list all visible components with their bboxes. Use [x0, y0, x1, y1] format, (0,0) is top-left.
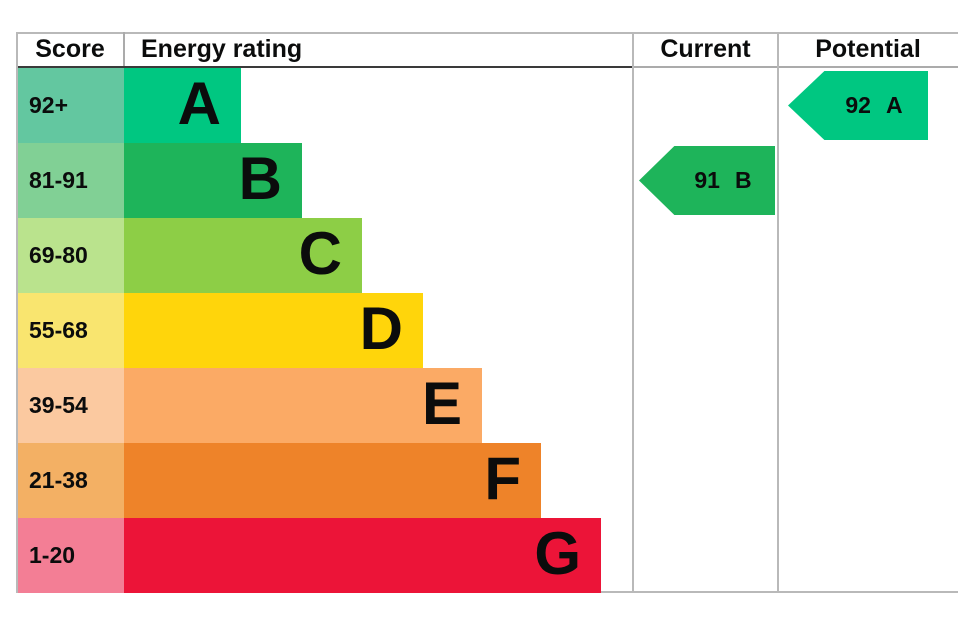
band-row-g: 1-20 G: [18, 518, 601, 593]
band-score-range-b: 81-91: [18, 143, 124, 218]
band-bar-d: D: [124, 293, 423, 368]
band-bar-a: A: [124, 68, 241, 143]
current-rating-value: 91: [694, 167, 720, 193]
table-left-border: [16, 32, 18, 593]
band-bar-c: C: [124, 218, 362, 293]
band-score-range-e: 39-54: [18, 368, 124, 443]
score-column-divider: [123, 32, 125, 66]
energy-rating-column-header: Energy rating: [141, 35, 303, 63]
band-letter-c: C: [298, 220, 342, 287]
potential-rating-band: A: [885, 92, 903, 118]
potential-rating-value: 92: [845, 92, 871, 118]
band-row-b: 81-91 B: [18, 143, 302, 218]
band-letter-e: E: [421, 370, 462, 437]
table-top-border: [16, 32, 958, 34]
header-underline-right: [633, 66, 958, 68]
score-column-header: Score: [35, 35, 105, 63]
band-score-range-c: 69-80: [18, 218, 124, 293]
band-bar-g: G: [124, 518, 601, 593]
current-rating-arrow: 91 B: [639, 146, 775, 215]
band-score-range-g: 1-20: [18, 518, 124, 593]
current-column-header: Current: [660, 35, 751, 63]
potential-column-divider: [777, 32, 779, 593]
band-bar-e: E: [124, 368, 482, 443]
band-row-d: 55-68 D: [18, 293, 423, 368]
band-score-range-d: 55-68: [18, 293, 124, 368]
band-row-a: 92+ A: [18, 68, 241, 143]
band-bar-b: B: [124, 143, 302, 218]
potential-column-header: Potential: [815, 35, 921, 63]
band-letter-g: G: [534, 520, 581, 587]
header-underline-left: [16, 66, 633, 68]
band-letter-b: B: [238, 145, 282, 212]
band-row-e: 39-54 E: [18, 368, 482, 443]
current-column-divider: [632, 32, 634, 593]
band-letter-a: A: [177, 70, 221, 137]
band-bar-f: F: [124, 443, 541, 518]
band-row-f: 21-38 F: [18, 443, 541, 518]
band-score-range-a: 92+: [18, 68, 124, 143]
band-score-range-f: 21-38: [18, 443, 124, 518]
current-rating-band: B: [734, 167, 752, 193]
band-letter-f: F: [484, 445, 521, 512]
potential-rating-arrow: 92 A: [788, 71, 928, 140]
band-letter-d: D: [359, 295, 403, 362]
band-row-c: 69-80 C: [18, 218, 362, 293]
